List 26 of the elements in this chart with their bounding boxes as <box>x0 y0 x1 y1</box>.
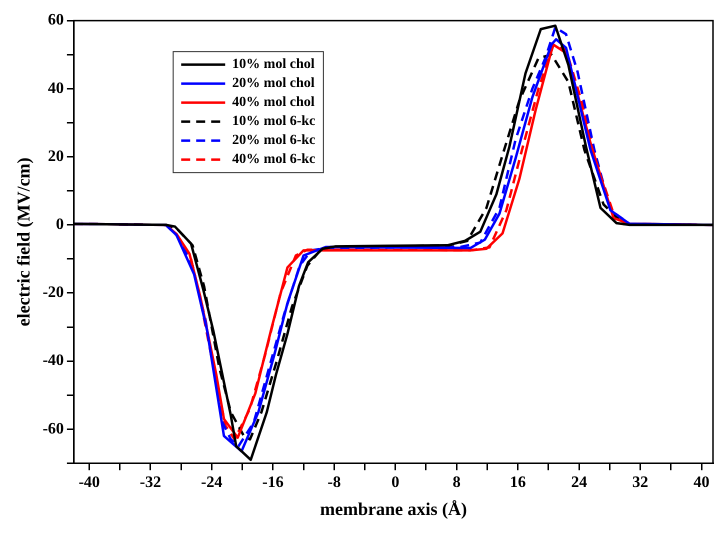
x-tick-label: -40 <box>78 474 100 491</box>
y-tick-label: 40 <box>48 80 64 97</box>
x-tick-label: -32 <box>140 474 162 491</box>
legend-label: 40% mol chol <box>232 95 315 110</box>
y-tick-label: -40 <box>42 352 64 370</box>
x-tick-label: -16 <box>262 474 284 491</box>
legend-label: 20% mol 6-kc <box>232 133 316 148</box>
x-tick-label: 16 <box>510 474 526 491</box>
x-tick-label: 0 <box>391 474 400 491</box>
x-tick-label: -8 <box>327 474 341 491</box>
x-tick-label: 32 <box>632 474 648 491</box>
x-axis-title: membrane axis (Å) <box>320 498 467 519</box>
legend-label: 20% mol chol <box>232 76 315 92</box>
x-tick-label: 40 <box>694 474 710 491</box>
y-tick-label: -60 <box>42 420 64 438</box>
y-axis-title: electric field (MV/cm) <box>13 157 34 326</box>
legend-label: 10% mol 6-kc <box>232 114 316 130</box>
x-tick-label: 8 <box>452 474 461 491</box>
x-tick-label: 24 <box>571 474 588 491</box>
y-tick-label: 60 <box>48 12 64 29</box>
y-tick-label: 20 <box>48 148 64 165</box>
legend-label: 10% mol chol <box>232 57 315 72</box>
y-tick-label: 0 <box>56 216 64 234</box>
y-tick-label: -20 <box>42 284 64 302</box>
legend-label: 40% mol 6-kc <box>232 152 316 168</box>
x-tick-label: -24 <box>201 474 222 491</box>
